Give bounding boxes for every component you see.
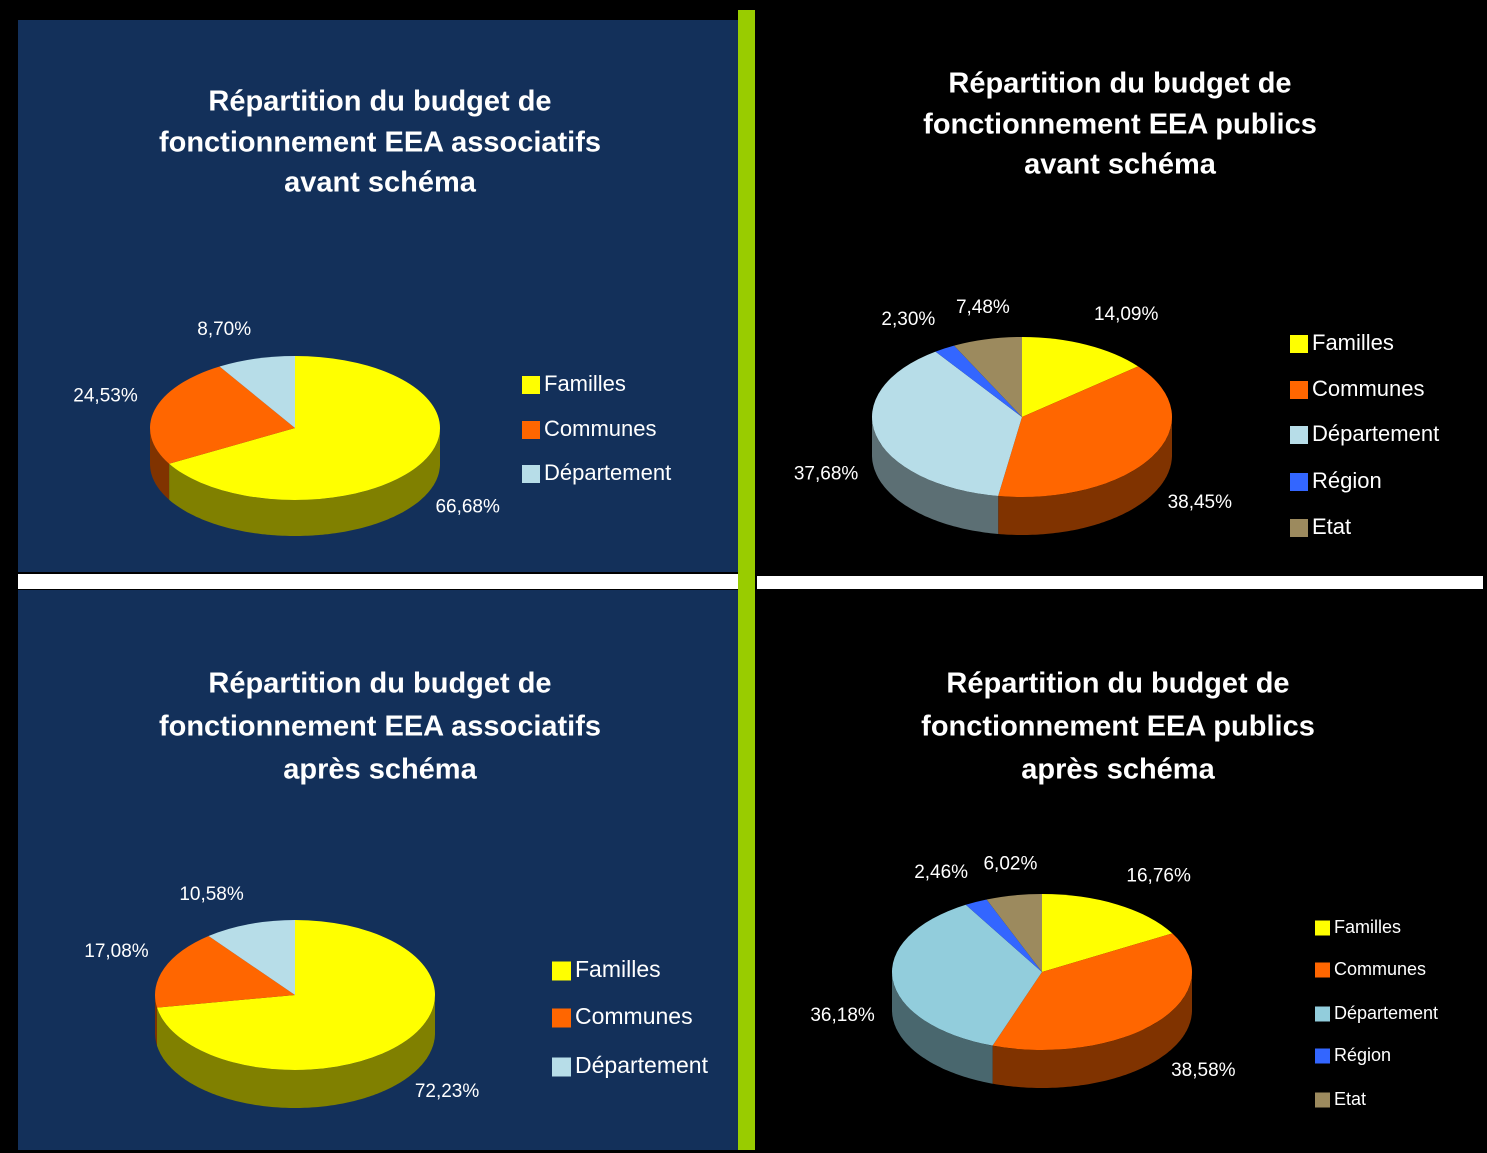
legend-label: Familles [575, 956, 661, 982]
legend-swatch [552, 1008, 571, 1028]
pie-slice [872, 351, 1022, 496]
pie-slice [219, 356, 295, 428]
legend-label: Etat [1312, 514, 1351, 539]
legend-swatch [1315, 920, 1330, 936]
data-label: 38,58% [1171, 1060, 1236, 1081]
legend-swatch [1315, 1048, 1330, 1064]
legend-swatch [1315, 1006, 1330, 1022]
legend-label: Région [1334, 1045, 1391, 1065]
data-label: 36,18% [810, 1005, 875, 1026]
legend-label: Communes [544, 416, 656, 441]
pie-side [872, 417, 999, 534]
data-label: 2,46% [914, 862, 968, 883]
data-label: 17,08% [84, 941, 149, 962]
legend-label: Département [575, 1052, 709, 1078]
pie-slice [156, 920, 435, 1071]
legend-swatch [1315, 1092, 1330, 1108]
data-label: 72,23% [415, 1081, 480, 1102]
legend-swatch [1290, 426, 1308, 444]
divider-horizontal [757, 576, 1483, 589]
pie-side [169, 428, 440, 536]
legend-label: Communes [1334, 959, 1426, 979]
pie-slice [155, 936, 295, 1008]
data-label: 8,70% [197, 319, 251, 340]
legend-swatch [1315, 962, 1330, 978]
pie-side [157, 995, 435, 1108]
chart-title: Répartition du budget de [946, 668, 1289, 700]
chart-title: Répartition du budget de [208, 668, 551, 700]
legend-swatch [1290, 473, 1308, 491]
data-label: 37,68% [794, 464, 859, 485]
legend-swatch [1290, 381, 1308, 399]
pie-side [892, 972, 993, 1084]
data-label: 10,58% [179, 884, 244, 905]
chart-title: fonctionnement EEA publics [921, 711, 1315, 743]
data-label: 7,48% [956, 297, 1010, 318]
data-label: 38,45% [1168, 492, 1233, 513]
pie-slice [992, 933, 1193, 1051]
pie-slice [965, 899, 1042, 972]
pie-side [992, 972, 1192, 1088]
legend-label: Communes [1312, 376, 1424, 401]
data-label: 24,53% [73, 386, 138, 407]
pie-slice [169, 356, 440, 500]
pie-slice [998, 366, 1172, 498]
chart-title: fonctionnement EEA publics [923, 109, 1317, 141]
pie-slice [1022, 337, 1139, 417]
legend-label: Etat [1334, 1089, 1366, 1109]
chart-title: avant schéma [284, 167, 477, 199]
data-label: 6,02% [983, 853, 1037, 874]
divider-horizontal [18, 574, 738, 589]
legend-label: Département [1312, 421, 1439, 446]
chart-title: Répartition du budget de [948, 68, 1291, 100]
pie-slice [954, 337, 1022, 417]
legend-label: Familles [1334, 917, 1401, 937]
legend-label: Département [544, 460, 671, 485]
data-label: 14,09% [1094, 304, 1159, 325]
legend-label: Département [1334, 1003, 1438, 1023]
legend-swatch [552, 1057, 571, 1077]
legend-label: Familles [1312, 330, 1394, 355]
chart-title: après schéma [1021, 754, 1215, 786]
pie-side [998, 417, 1172, 535]
legend-label: Familles [544, 371, 626, 396]
pie-slice [891, 904, 1042, 1046]
legend-swatch [522, 376, 540, 394]
pie-slice [935, 345, 1022, 417]
pie-slice [986, 894, 1042, 972]
chart-title: avant schéma [1024, 149, 1217, 181]
legend-label: Communes [575, 1003, 693, 1029]
pie-side [150, 428, 170, 500]
pie-slice [149, 366, 295, 464]
pie-slice [1042, 894, 1173, 972]
legend-label: Région [1312, 468, 1382, 493]
data-label: 66,68% [435, 496, 500, 517]
data-label: 2,30% [881, 309, 935, 330]
chart-title: après schéma [283, 754, 477, 786]
legend-swatch [552, 961, 571, 981]
divider-vertical [738, 10, 755, 1150]
pie-slice [208, 920, 295, 995]
legend-swatch [522, 465, 540, 483]
legend-swatch [1290, 335, 1308, 353]
legend-swatch [522, 421, 540, 439]
chart-title: fonctionnement EEA associatifs [159, 711, 601, 743]
chart-title: fonctionnement EEA associatifs [159, 127, 601, 159]
legend-swatch [1290, 519, 1308, 537]
pie-side [155, 995, 157, 1046]
chart-title: Répartition du budget de [208, 86, 551, 118]
data-label: 16,76% [1126, 865, 1191, 886]
